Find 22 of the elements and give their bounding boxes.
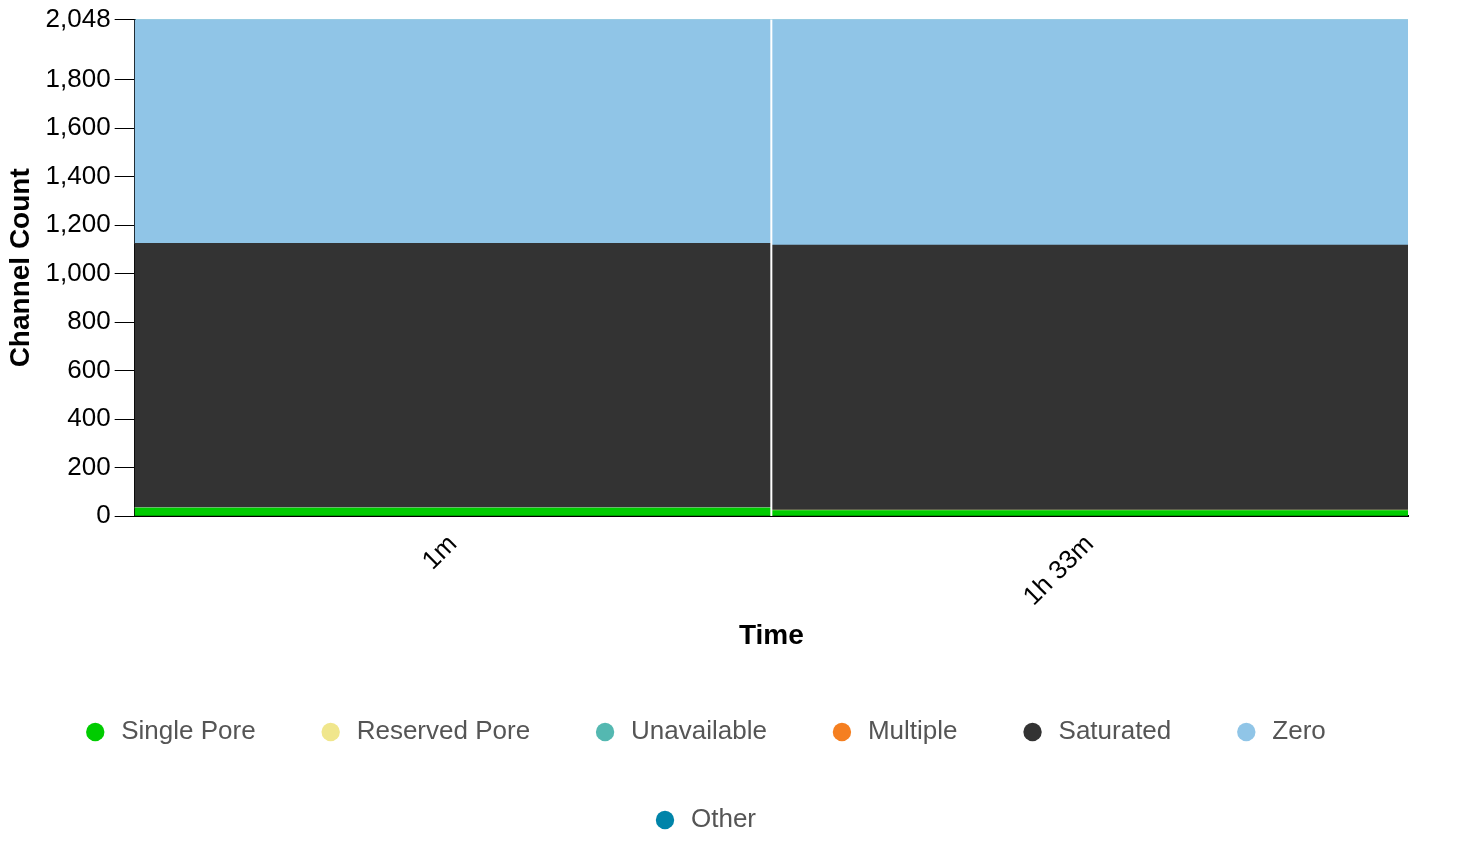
y-tick-label: 1,000 [45, 256, 111, 287]
x-axis-title: Time [738, 618, 804, 650]
x-tick-label: 1h 33m [1016, 528, 1099, 611]
legend-label: Zero [1272, 715, 1326, 746]
y-tick-label: 1,400 [45, 159, 111, 190]
y-axis-title: Channel Count [3, 168, 35, 368]
x-tick-label: 1m [415, 528, 463, 575]
legend-label: Other [690, 803, 757, 834]
y-tick-label: 2,048 [45, 2, 111, 33]
y-tick-label: 200 [67, 450, 111, 481]
y-tick-label: 1,600 [45, 111, 111, 142]
y-tick-label: 800 [67, 305, 111, 336]
legend-label: Multiple [867, 715, 958, 746]
legend-label: Saturated [1058, 715, 1172, 746]
y-tick-label: 1,800 [45, 62, 111, 93]
legend-label: Reserved Pore [356, 715, 531, 746]
y-tick-label: 1,200 [45, 208, 111, 239]
y-tick-label: 400 [67, 402, 111, 433]
legend-label: Single Pore [121, 715, 256, 746]
y-tick-label: 600 [67, 353, 111, 384]
legend-label: Unavailable [631, 715, 767, 746]
y-tick-label: 0 [96, 499, 111, 530]
